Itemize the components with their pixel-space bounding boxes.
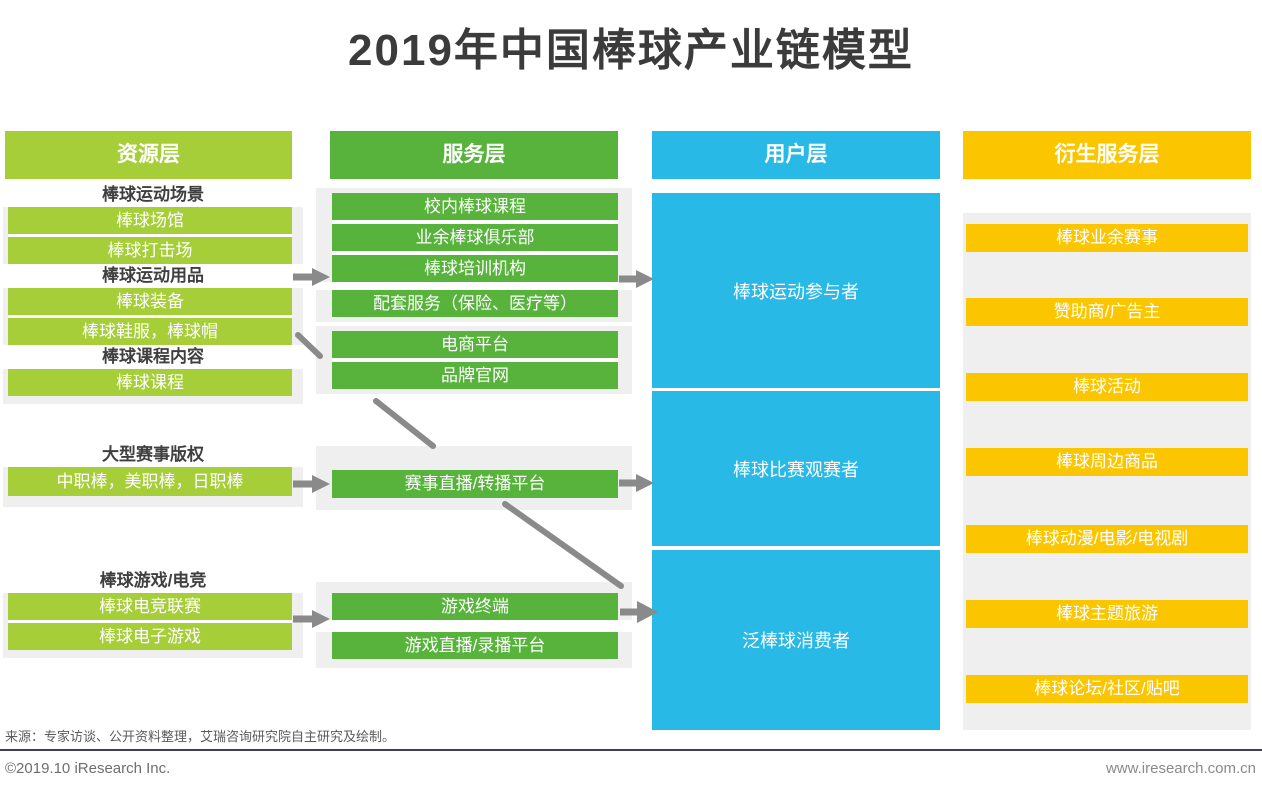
service-bar: 品牌官网 [332, 362, 618, 389]
service-bar: 校内棒球课程 [332, 193, 618, 224]
resource-group-league-rights: 大型赛事版权 中职棒，美职棒，日职棒 [3, 443, 303, 507]
group-label: 棒球课程内容 [3, 345, 303, 369]
service-bar: 电商平台 [332, 331, 618, 362]
resource-bar: 棒球鞋服，棒球帽 [8, 318, 292, 345]
resource-bar: 棒球课程 [8, 369, 292, 396]
resource-bar: 棒球电竞联赛 [8, 593, 292, 623]
group-gap [316, 282, 632, 290]
column-header-user-layer: 用户层 [652, 131, 940, 179]
resource-bar: 棒球场馆 [8, 207, 292, 237]
service-group-training: 校内棒球课程 业余棒球俱乐部 棒球培训机构 配套服务（保险、医疗等） [316, 188, 632, 322]
group-label: 大型赛事版权 [3, 443, 303, 467]
footer-divider [0, 749, 1262, 751]
derivative-bar: 棒球动漫/电影/电视剧 [966, 525, 1248, 553]
service-group-broadcast: 赛事直播/转播平台 [316, 446, 632, 510]
group-label: 棒球游戏/电竞 [3, 568, 303, 593]
service-group-commerce: 电商平台 品牌官网 [316, 326, 632, 394]
service-bar: 游戏直播/录播平台 [332, 632, 618, 659]
service-bar: 游戏终端 [332, 593, 618, 620]
resource-bar: 棒球装备 [8, 288, 292, 318]
resource-bar: 中职棒，美职棒，日职棒 [8, 467, 292, 496]
connector-broadcast-to-gaming [502, 501, 624, 589]
source-note: 来源：专家访谈、公开资料整理，艾瑞咨询研究院自主研究及绘制。 [5, 729, 396, 744]
user-box-participants: 棒球运动参与者 [652, 193, 940, 388]
website-url: www.iresearch.com.cn [1105, 760, 1256, 777]
service-bar: 赛事直播/转播平台 [332, 470, 618, 498]
derivative-bar: 棒球主题旅游 [966, 600, 1248, 628]
derivative-bar: 棒球周边商品 [966, 448, 1248, 476]
group-label: 棒球运动用品 [3, 264, 303, 288]
derivative-panel: 棒球业余赛事 赞助商/广告主 棒球活动 棒球周边商品 棒球动漫/电影/电视剧 棒… [963, 213, 1251, 730]
derivative-bar: 棒球业余赛事 [966, 224, 1248, 252]
resource-bar: 棒球电子游戏 [8, 623, 292, 650]
user-box-spectators: 棒球比赛观赛者 [652, 391, 940, 546]
service-bar: 业余棒球俱乐部 [332, 224, 618, 255]
chart-title: 2019年中国棒球产业链模型 [348, 26, 914, 75]
service-group-gaming: 游戏终端 游戏直播/录播平台 [316, 582, 632, 668]
connector-commerce-to-broadcast [373, 398, 436, 449]
resource-bar: 棒球打击场 [8, 237, 292, 264]
service-bar: 配套服务（保险、医疗等） [332, 290, 618, 317]
group-gap [316, 620, 632, 632]
service-bar: 棒球培训机构 [332, 255, 618, 282]
copyright-text: ©2019.10 iResearch Inc. [5, 760, 171, 777]
resource-group-games-esports: 棒球游戏/电竞 棒球电竞联赛 棒球电子游戏 [3, 568, 303, 658]
derivative-bar: 棒球活动 [966, 373, 1248, 401]
resource-group-scenes-goods-courses: 棒球运动场景 棒球场馆 棒球打击场 棒球运动用品 棒球装备 棒球鞋服，棒球帽 棒… [3, 182, 303, 404]
user-box-pan-consumers: 泛棒球消费者 [652, 550, 940, 730]
derivative-bar: 棒球论坛/社区/贴吧 [966, 675, 1248, 703]
column-header-service-layer: 服务层 [330, 131, 618, 179]
column-header-derivative-layer: 衍生服务层 [963, 131, 1251, 179]
derivative-bar: 赞助商/广告主 [966, 298, 1248, 326]
column-header-resource-layer: 资源层 [5, 131, 292, 179]
group-label: 棒球运动场景 [3, 182, 303, 207]
